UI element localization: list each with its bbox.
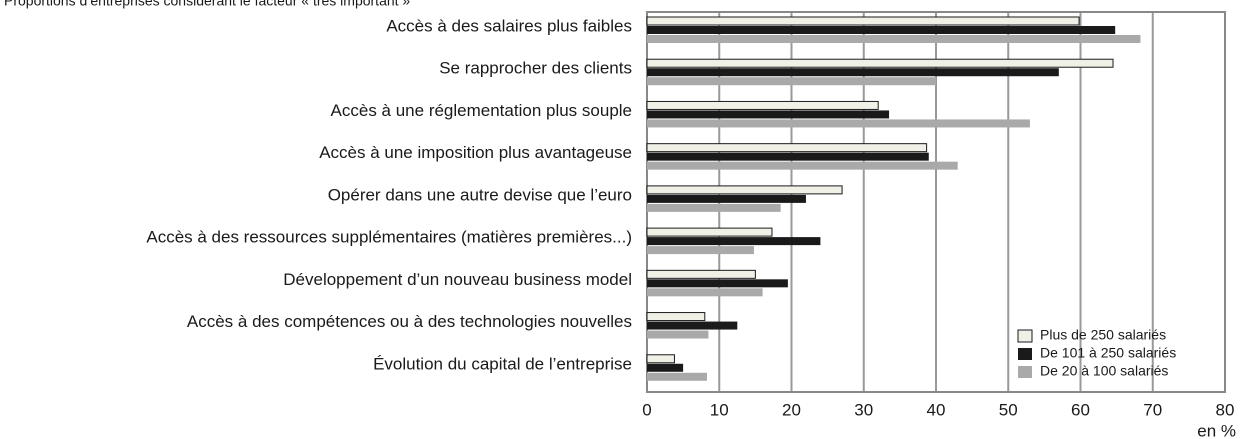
bar [646, 312, 706, 322]
bar [646, 100, 879, 110]
bar [647, 110, 890, 119]
bar [646, 143, 928, 153]
bar [647, 77, 936, 86]
bar [647, 161, 958, 170]
x-tick-label: 70 [1143, 400, 1162, 419]
bar [647, 26, 1116, 34]
x-tick-label: 0 [642, 400, 651, 419]
legend-swatch [1017, 329, 1033, 343]
y-tick-label: Accès à des compétences ou à des technol… [187, 312, 632, 331]
y-tick-label: Se rapprocher des clients [439, 59, 632, 78]
x-tick-label: 60 [1071, 400, 1090, 419]
bar [647, 152, 929, 161]
bar [646, 227, 773, 237]
bar [646, 185, 843, 195]
bar [647, 363, 684, 372]
bar [647, 288, 763, 297]
bar [646, 269, 756, 279]
y-tick-label: Opérer dans une autre devise que l’euro [328, 185, 632, 204]
bar [647, 321, 738, 330]
y-tick-label: Accès à une réglementation plus souple [331, 101, 632, 120]
bar [647, 194, 806, 203]
legend-swatch [1018, 366, 1032, 378]
x-axis-label: en % [1197, 421, 1236, 439]
chart-title: Proportions d’entreprises considérant le… [4, 0, 410, 9]
bar [647, 203, 781, 212]
bar [647, 246, 754, 255]
y-tick-label: Évolution du capital de l’entreprise [373, 354, 632, 373]
bar [647, 35, 1141, 43]
bar [647, 68, 1059, 77]
y-tick-label: Accès à des salaires plus faibles [386, 16, 632, 35]
x-tick-label: 40 [927, 400, 946, 419]
bar [647, 372, 707, 381]
legend-swatch [1018, 348, 1032, 360]
y-tick-label: Accès à des ressources supplémentaires (… [146, 228, 632, 247]
bar [647, 237, 821, 246]
y-tick-label: Accès à une imposition plus avantageuse [319, 143, 632, 162]
x-tick-label: 20 [782, 400, 801, 419]
x-tick-label: 30 [854, 400, 873, 419]
bar [646, 16, 1080, 26]
bar [646, 354, 675, 364]
y-tick-label: Développement d’un nouveau business mode… [283, 270, 632, 289]
legend-label: De 101 à 250 salariés [1040, 345, 1176, 361]
bar [646, 58, 1114, 68]
bar [647, 330, 709, 339]
legend-label: De 20 à 100 salariés [1040, 363, 1168, 379]
x-tick-label: 10 [710, 400, 729, 419]
x-tick-label: 50 [999, 400, 1018, 419]
bar [647, 119, 1030, 128]
x-tick-label: 80 [1216, 400, 1235, 419]
bar [647, 279, 788, 288]
legend-label: Plus de 250 salariés [1040, 327, 1166, 343]
